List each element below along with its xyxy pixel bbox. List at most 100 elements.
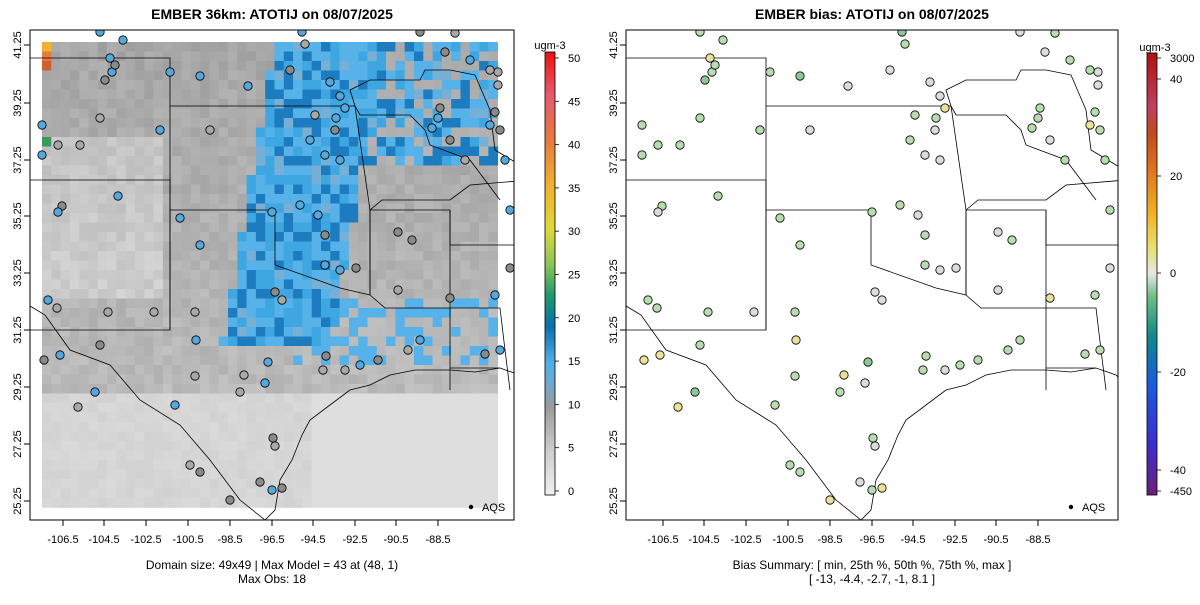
model-grid-cell: [237, 165, 247, 176]
model-grid-cell: [79, 270, 89, 280]
model-grid-cell: [441, 89, 452, 100]
model-grid-cell: [441, 355, 452, 366]
model-grid-cell: [218, 89, 229, 100]
model-grid-cell: [125, 479, 136, 489]
model-grid-cell: [190, 327, 201, 337]
obs-site-marker: [52, 303, 62, 313]
model-grid-cell: [395, 450, 405, 461]
bias-site-marker: [1045, 135, 1055, 145]
model-grid-cell: [255, 232, 266, 242]
model-grid-cell: [386, 365, 396, 375]
model-grid-cell: [376, 260, 387, 271]
model-grid-cell: [125, 270, 136, 280]
model-grid-cell: [228, 241, 238, 252]
model-grid-cell: [190, 194, 201, 204]
model-grid-cell: [274, 213, 285, 223]
model-grid-cell: [441, 175, 452, 185]
model-grid-cell: [293, 498, 303, 508]
model-grid-cell: [423, 251, 433, 261]
model-grid-cell: [367, 412, 378, 423]
model-grid-cell: [274, 51, 285, 62]
model-grid-cell: [479, 175, 489, 185]
model-grid-cell: [311, 479, 322, 489]
model-grid-cell: [228, 479, 238, 489]
model-grid-cell: [172, 127, 182, 138]
model-grid-cell: [441, 165, 452, 176]
obs-site-marker: [505, 205, 514, 215]
model-grid-cell: [293, 213, 303, 223]
bias-site-marker: [1090, 290, 1100, 300]
y-tick-label: 41.25: [608, 31, 620, 59]
model-grid-cell: [116, 384, 126, 394]
obs-site-marker: [415, 30, 425, 37]
model-grid-cell: [60, 412, 71, 423]
model-grid-cell: [51, 80, 61, 90]
model-grid-cell: [51, 460, 61, 470]
model-grid-cell: [172, 327, 182, 337]
model-grid-cell: [274, 374, 285, 385]
model-grid-cell: [228, 118, 238, 128]
model-grid-cell: [321, 479, 331, 489]
model-grid-cell: [51, 70, 61, 81]
model-grid-cell: [395, 99, 405, 109]
model-grid-cell: [135, 289, 145, 299]
model-grid-cell: [218, 355, 229, 366]
model-grid-cell: [190, 346, 201, 356]
model-grid-cell: [339, 165, 350, 176]
model-grid-cell: [423, 441, 433, 451]
model-grid-cell: [172, 336, 182, 347]
model-grid-cell: [190, 289, 201, 299]
model-grid-cell: [293, 42, 303, 52]
model-grid-cell: [321, 336, 331, 347]
state-border: [626, 57, 767, 106]
model-grid-cell: [395, 469, 405, 480]
model-grid-cell: [321, 279, 331, 290]
model-grid-cell: [348, 298, 359, 309]
model-grid-cell: [246, 469, 257, 480]
model-grid-cell: [302, 336, 312, 347]
obs-site-marker: [100, 75, 110, 85]
model-grid-cell: [423, 279, 433, 290]
model-grid-cell: [200, 279, 210, 290]
model-grid-cell: [274, 460, 285, 470]
model-grid-cell: [432, 450, 443, 461]
model-grid-cell: [88, 118, 99, 128]
model-grid-cell: [311, 156, 322, 166]
model-grid-cell: [441, 336, 452, 347]
model-grid-cell: [246, 393, 257, 404]
obs-site-marker: [105, 53, 115, 63]
model-grid-cell: [116, 222, 126, 233]
model-grid-cell: [97, 194, 108, 204]
model-grid-cell: [255, 365, 266, 375]
model-grid-cell: [432, 460, 443, 470]
model-grid-cell: [181, 327, 192, 337]
model-grid-cell: [97, 108, 108, 119]
colorbar-tick-label: 3000: [1170, 53, 1194, 65]
model-grid-cell: [376, 194, 387, 204]
bias-site-marker: [653, 140, 663, 150]
model-grid-cell: [172, 61, 182, 71]
model-grid-cell: [293, 70, 303, 81]
model-grid-cell: [88, 203, 99, 214]
bias-site-marker: [705, 53, 715, 63]
model-grid-cell: [414, 137, 424, 147]
model-grid-cell: [116, 61, 126, 71]
obs-site-marker: [415, 335, 425, 345]
model-grid-cell: [172, 146, 182, 157]
bias-site-marker: [639, 355, 649, 365]
model-grid-cell: [404, 384, 415, 394]
model-grid-cell: [451, 289, 461, 299]
model-grid-cell: [69, 51, 80, 62]
model-grid-cell: [441, 289, 452, 299]
model-grid-cell: [488, 308, 498, 318]
model-grid-cell: [311, 450, 322, 461]
model-grid-cell: [358, 412, 368, 423]
model-grid-cell: [283, 203, 294, 214]
model-grid-cell: [79, 108, 89, 119]
model-grid-cell: [451, 241, 461, 252]
bias-site-marker: [839, 370, 849, 380]
model-grid-cell: [97, 450, 108, 461]
model-grid-cell: [107, 165, 117, 176]
model-grid-cell: [265, 175, 275, 185]
model-grid-cell: [348, 108, 359, 119]
